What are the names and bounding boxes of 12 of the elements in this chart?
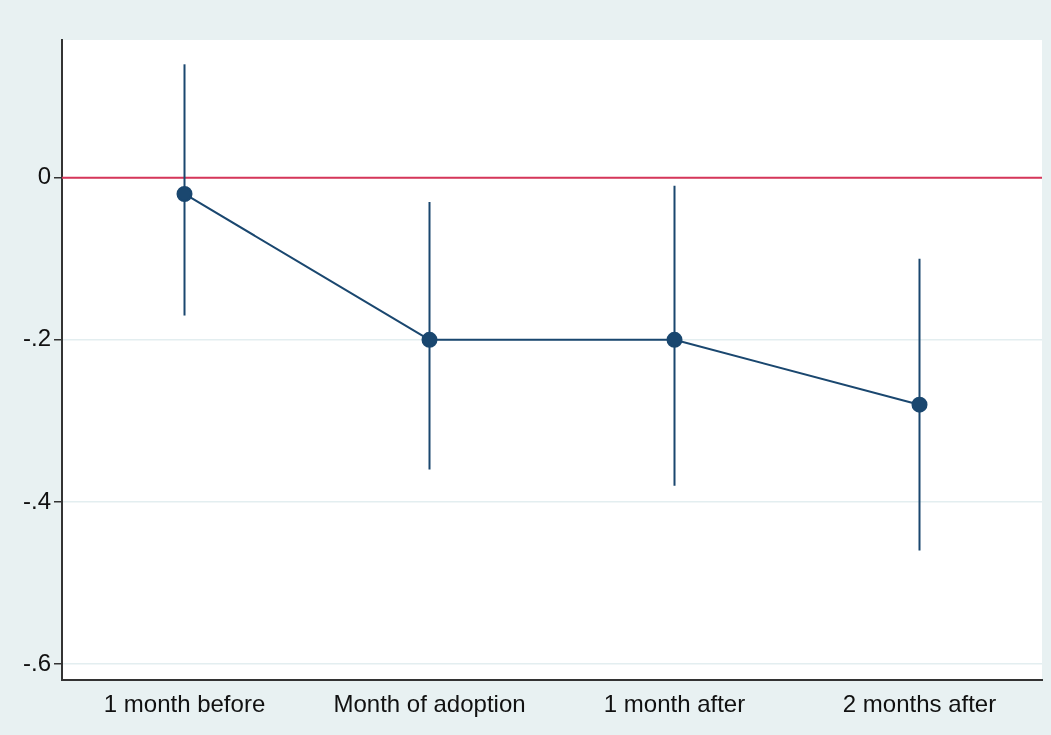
point <box>421 331 438 348</box>
y-tick-label: 0 <box>37 162 52 190</box>
point <box>666 331 683 348</box>
x-tick-label: 2 months after <box>842 690 997 718</box>
y-tick-label: -.6 <box>22 648 52 676</box>
y-tick-label: -.4 <box>22 486 52 514</box>
y-tick-label: -.2 <box>22 324 52 352</box>
x-tick-label: Month of adoption <box>333 690 526 718</box>
x-tick-label: 1 month after <box>603 690 746 718</box>
point <box>176 185 193 202</box>
x-tick-label: 1 month before <box>103 690 266 718</box>
point <box>911 396 928 413</box>
